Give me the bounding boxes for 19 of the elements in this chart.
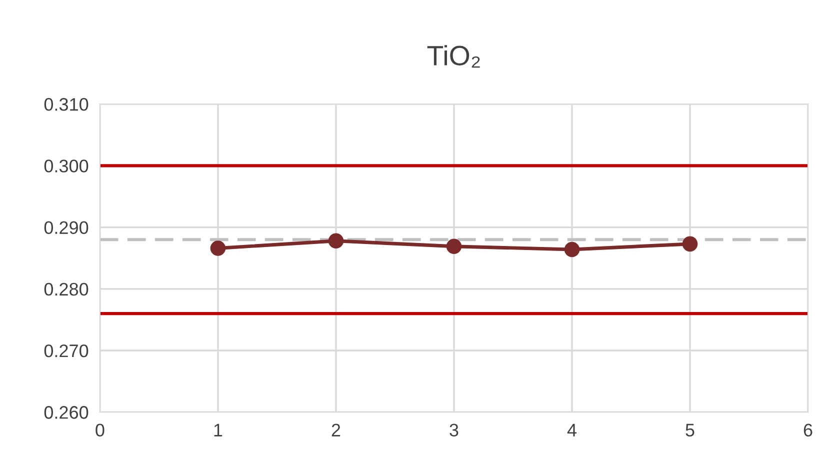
x-tick-label: 5 (686, 424, 694, 436)
y-tick-label: 0.260 (44, 406, 88, 419)
y-tick-label: 0.270 (44, 344, 88, 358)
chart-title: TiO₂ (427, 45, 480, 68)
y-tick-label: 0.310 (44, 98, 88, 111)
y-tick-label: 0.300 (44, 160, 88, 172)
point (210, 240, 226, 256)
y-tick-label: 0.280 (44, 282, 88, 296)
x-tick-label: 1 (214, 424, 222, 436)
point (564, 242, 580, 258)
x-tick-label: 4 (567, 424, 576, 436)
x-tick-label: 0 (96, 424, 104, 436)
x-tick-label: 2 (332, 424, 340, 436)
x-tick-label: 6 (804, 424, 812, 436)
x-tick-label: 3 (450, 424, 458, 436)
point (682, 236, 698, 252)
point (328, 233, 344, 248)
point (446, 238, 462, 254)
y-tick-label: 0.290 (44, 221, 88, 234)
